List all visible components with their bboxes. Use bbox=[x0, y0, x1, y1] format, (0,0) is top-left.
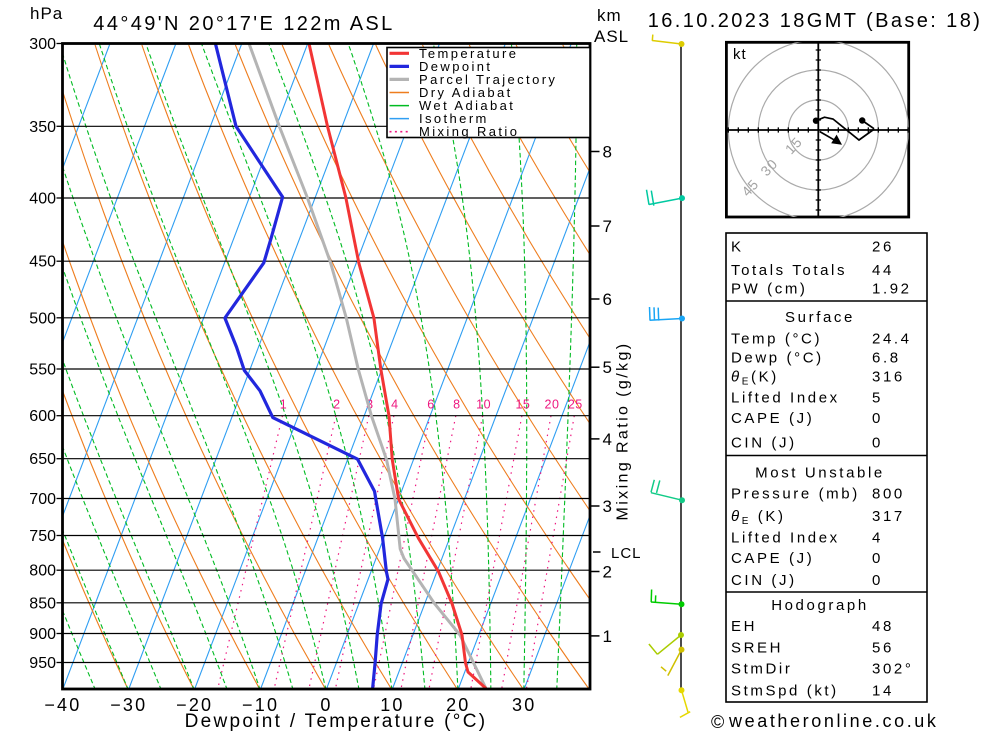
svg-text:6.8: 6.8 bbox=[872, 350, 901, 367]
svg-text:θE(K): θE(K) bbox=[731, 369, 779, 388]
svg-text:10: 10 bbox=[476, 398, 491, 412]
svg-text:0: 0 bbox=[872, 572, 883, 589]
svg-text:CIN (J): CIN (J) bbox=[731, 572, 797, 589]
svg-text:hPa: hPa bbox=[30, 4, 63, 23]
svg-text:CIN (J): CIN (J) bbox=[731, 434, 797, 451]
svg-text:3: 3 bbox=[603, 497, 612, 516]
svg-text:1: 1 bbox=[280, 398, 287, 412]
svg-text:8: 8 bbox=[603, 143, 612, 162]
svg-text:500: 500 bbox=[29, 310, 56, 327]
svg-text:20: 20 bbox=[545, 398, 560, 412]
svg-text:5: 5 bbox=[872, 390, 883, 407]
svg-text:2: 2 bbox=[603, 563, 612, 582]
svg-text:LCL: LCL bbox=[611, 545, 642, 562]
svg-text:−40: −40 bbox=[44, 695, 81, 715]
svg-text:km: km bbox=[597, 6, 622, 25]
svg-text:4: 4 bbox=[872, 529, 883, 546]
svg-text:700: 700 bbox=[29, 491, 56, 508]
svg-text:317: 317 bbox=[872, 508, 905, 525]
svg-text:800: 800 bbox=[29, 563, 56, 580]
svg-text:6: 6 bbox=[427, 398, 434, 412]
svg-text:56: 56 bbox=[872, 639, 894, 656]
svg-text:44: 44 bbox=[872, 262, 894, 279]
svg-text:4: 4 bbox=[603, 430, 612, 449]
svg-text:CAPE (J): CAPE (J) bbox=[731, 410, 814, 427]
svg-text:Lifted Index: Lifted Index bbox=[731, 390, 840, 407]
svg-text:weatheronline.co.uk: weatheronline.co.uk bbox=[728, 711, 939, 731]
svg-text:316: 316 bbox=[872, 369, 905, 386]
svg-text:25: 25 bbox=[568, 398, 583, 412]
svg-text:1: 1 bbox=[603, 627, 612, 646]
svg-text:Totals Totals: Totals Totals bbox=[731, 262, 847, 279]
svg-text:600: 600 bbox=[29, 408, 56, 425]
svg-text:30: 30 bbox=[512, 695, 536, 715]
svg-text:44°49'N 20°17'E 122m ASL: 44°49'N 20°17'E 122m ASL bbox=[93, 13, 394, 35]
svg-text:6: 6 bbox=[603, 290, 612, 309]
svg-text:4: 4 bbox=[391, 398, 398, 412]
svg-text:302°: 302° bbox=[872, 661, 913, 678]
svg-text:16.10.2023 18GMT (Base: 18): 16.10.2023 18GMT (Base: 18) bbox=[648, 10, 983, 32]
svg-text:kt: kt bbox=[733, 46, 747, 63]
svg-text:Dewpoint / Temperature (°C): Dewpoint / Temperature (°C) bbox=[185, 711, 488, 732]
svg-text:2: 2 bbox=[333, 398, 340, 412]
svg-text:5: 5 bbox=[603, 358, 612, 377]
svg-text:θE (K): θE (K) bbox=[731, 508, 786, 527]
svg-text:ASL: ASL bbox=[594, 27, 629, 46]
svg-text:850: 850 bbox=[29, 595, 56, 612]
svg-text:Temp (°C): Temp (°C) bbox=[731, 330, 822, 347]
svg-text:24.4: 24.4 bbox=[872, 330, 912, 347]
svg-text:0: 0 bbox=[872, 550, 883, 567]
svg-text:650: 650 bbox=[29, 451, 56, 468]
svg-text:950: 950 bbox=[29, 655, 56, 672]
svg-text:SREH: SREH bbox=[731, 639, 783, 656]
svg-text:−30: −30 bbox=[110, 695, 147, 715]
svg-text:450: 450 bbox=[29, 254, 56, 271]
svg-text:8: 8 bbox=[453, 398, 460, 412]
svg-text:350: 350 bbox=[29, 119, 56, 136]
svg-text:14: 14 bbox=[872, 683, 894, 700]
svg-text:Mixing Ratio: Mixing Ratio bbox=[419, 124, 519, 139]
svg-text:0: 0 bbox=[872, 410, 883, 427]
svg-text:Lifted Index: Lifted Index bbox=[731, 529, 840, 546]
svg-text:26: 26 bbox=[872, 239, 894, 256]
svg-text:PW (cm): PW (cm) bbox=[731, 281, 808, 298]
svg-text:©: © bbox=[711, 712, 725, 732]
svg-text:Pressure (mb): Pressure (mb) bbox=[731, 486, 860, 503]
svg-text:Hodograph: Hodograph bbox=[771, 597, 869, 614]
svg-text:15: 15 bbox=[515, 398, 530, 412]
svg-text:K: K bbox=[731, 239, 744, 256]
svg-text:Surface: Surface bbox=[785, 309, 855, 326]
svg-text:Dewp (°C): Dewp (°C) bbox=[731, 350, 824, 367]
svg-text:900: 900 bbox=[29, 626, 56, 643]
svg-text:7: 7 bbox=[603, 217, 612, 236]
svg-text:750: 750 bbox=[29, 528, 56, 545]
svg-text:48: 48 bbox=[872, 618, 894, 635]
svg-text:400: 400 bbox=[29, 191, 56, 208]
svg-text:StmSpd (kt): StmSpd (kt) bbox=[731, 683, 839, 700]
svg-text:0: 0 bbox=[872, 434, 883, 451]
svg-text:300: 300 bbox=[29, 36, 56, 53]
svg-text:EH: EH bbox=[731, 618, 757, 635]
svg-text:800: 800 bbox=[872, 486, 905, 503]
svg-text:1.92: 1.92 bbox=[872, 281, 912, 298]
svg-text:Mixing Ratio (g/kg): Mixing Ratio (g/kg) bbox=[615, 342, 632, 521]
svg-text:Most Unstable: Most Unstable bbox=[755, 465, 885, 482]
svg-text:CAPE (J): CAPE (J) bbox=[731, 550, 814, 567]
svg-text:550: 550 bbox=[29, 362, 56, 379]
svg-text:StmDir: StmDir bbox=[731, 661, 792, 678]
